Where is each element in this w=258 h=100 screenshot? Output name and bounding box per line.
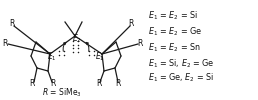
Text: R: R bbox=[137, 40, 143, 48]
Text: $R$ = SiMe$_3$: $R$ = SiMe$_3$ bbox=[42, 87, 82, 99]
Text: $E_1$ = Ge, $E_2$ = Si: $E_1$ = Ge, $E_2$ = Si bbox=[148, 72, 214, 84]
Text: R: R bbox=[50, 80, 56, 88]
Text: $E_1$ = $E_2$ = Si: $E_1$ = $E_2$ = Si bbox=[148, 10, 198, 22]
Text: $E_1$ = $E_2$ = Sn: $E_1$ = $E_2$ = Sn bbox=[148, 42, 201, 55]
Text: R: R bbox=[29, 80, 35, 88]
Text: $E_1$ = $E_2$ = Ge: $E_1$ = $E_2$ = Ge bbox=[148, 26, 202, 38]
Text: $E_1$: $E_1$ bbox=[95, 51, 105, 63]
Text: $E_1$: $E_1$ bbox=[47, 51, 57, 63]
Text: R: R bbox=[2, 40, 8, 48]
Text: R: R bbox=[128, 20, 134, 28]
Text: R: R bbox=[9, 20, 15, 28]
Text: $E_2$: $E_2$ bbox=[72, 33, 82, 45]
Text: $E_1$ = Si, $E_2$ = Ge: $E_1$ = Si, $E_2$ = Ge bbox=[148, 57, 215, 70]
Text: R: R bbox=[96, 80, 102, 88]
Text: R: R bbox=[115, 80, 121, 88]
